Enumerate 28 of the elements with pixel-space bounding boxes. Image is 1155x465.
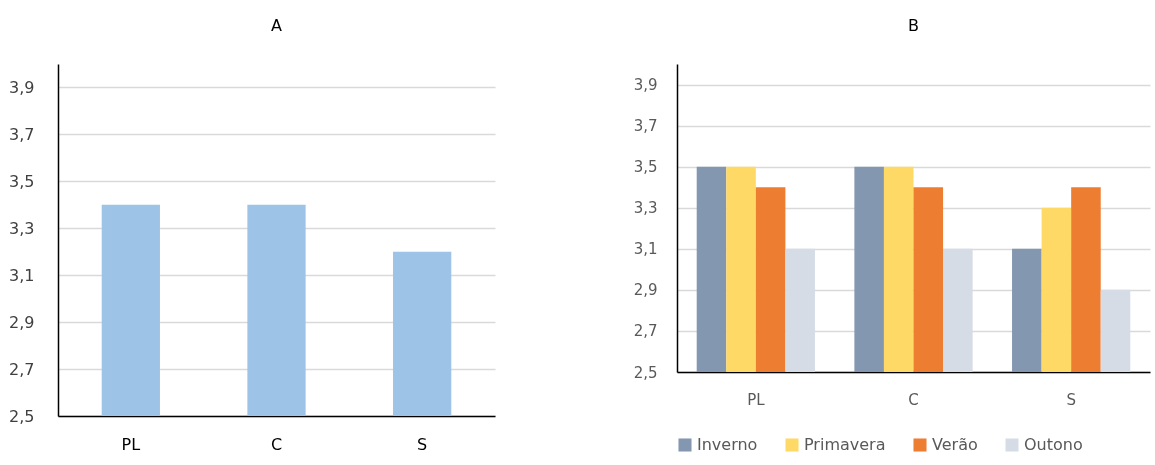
- y-tick-label: 2,7: [633, 322, 658, 341]
- y-tick-label: 3,9: [9, 77, 35, 97]
- legend-label: Primavera: [804, 435, 886, 454]
- legend-label: Inverno: [697, 435, 758, 454]
- chart-title: A: [271, 16, 283, 35]
- x-tick-label: S: [417, 434, 428, 454]
- x-tick-label: C: [908, 390, 919, 409]
- y-tick-label: 3,7: [633, 117, 658, 136]
- y-tick-label: 2,5: [9, 406, 35, 426]
- y-tick-label: 2,5: [633, 363, 658, 382]
- y-tick-label: 2,9: [633, 281, 658, 300]
- y-tick-label: 3,1: [9, 265, 35, 285]
- y-tick-label: 3,3: [9, 218, 35, 238]
- legend-label: Verão: [932, 435, 978, 454]
- y-tick-label: 3,7: [9, 124, 35, 144]
- legend-label: Outono: [1024, 435, 1083, 454]
- x-tick-label: S: [1066, 390, 1076, 409]
- x-tick-label: C: [270, 434, 283, 454]
- x-tick-label: PL: [747, 390, 766, 409]
- chart-title: B: [908, 16, 919, 35]
- y-tick-label: 3,3: [633, 199, 658, 218]
- y-tick-label: 3,5: [633, 158, 658, 177]
- y-tick-label: 2,9: [9, 312, 35, 332]
- y-tick-label: 3,5: [9, 171, 35, 191]
- y-tick-label: 2,7: [9, 359, 35, 379]
- y-tick-label: 3,9: [633, 76, 658, 95]
- x-tick-label: PL: [121, 434, 141, 454]
- y-tick-label: 3,1: [633, 240, 658, 259]
